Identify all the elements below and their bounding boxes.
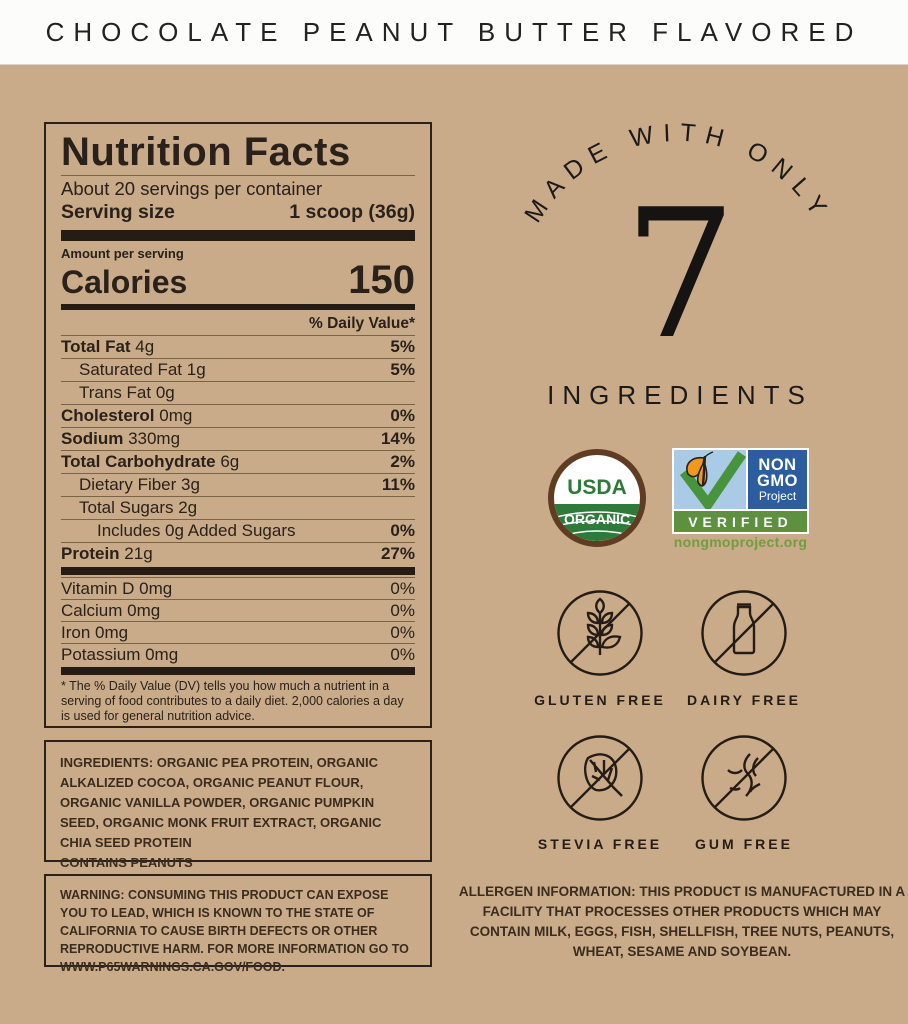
made-with-only-arc: MADE WITH ONLY xyxy=(519,119,828,228)
nutrient-row: Dietary Fiber 3g 11% xyxy=(61,473,415,496)
nutrient-row: Iron 0mg 0% xyxy=(61,621,415,642)
gum-free-label: GUM FREE xyxy=(695,836,793,852)
nutrient-row: Sodium 330mg 14% xyxy=(61,427,415,448)
non-gmo-butterfly-panel xyxy=(674,450,747,513)
flavor-title: CHOCOLATE PEANUT BUTTER FLAVORED xyxy=(45,16,863,47)
milk-bottle-icon xyxy=(701,590,787,676)
servings-per-container: About 20 servings per container xyxy=(61,178,323,199)
non-gmo-line1: NON xyxy=(758,455,797,474)
micronutrient-rows: Vitamin D 0mg 0% Calcium 0mg 0% Iron 0mg 0% Po… xyxy=(61,577,415,665)
nutrition-facts-panel: Nutrition Facts About 20 servings per co… xyxy=(44,122,432,728)
non-gmo-verified-bar: VERIFIED xyxy=(674,511,807,532)
non-gmo-badge: NON GMO Project VERIFIED xyxy=(672,448,809,534)
ingredients-text: INGREDIENTS: ORGANIC PEA PROTEIN, ORGANI… xyxy=(60,755,382,850)
serving-size-value: 1 scoop (36g) xyxy=(289,201,415,223)
warning-box: WARNING: CONSUMING THIS PRODUCT CAN EXPO… xyxy=(44,874,432,974)
serving-size-label: Serving size xyxy=(61,201,175,223)
nutrient-row: Calcium 0mg 0% xyxy=(61,599,415,620)
gum-strands-icon xyxy=(701,735,787,821)
non-gmo-url: nongmoproject.org xyxy=(673,534,808,550)
daily-value-footnote: * The % Daily Value (DV) tells you how m… xyxy=(61,679,404,723)
divider xyxy=(61,175,415,176)
organic-text: ORGANIC xyxy=(564,511,630,527)
nutrient-row: Cholesterol 0mg 0% xyxy=(61,404,415,425)
allergen-information: ALLERGEN INFORMATION: THIS PRODUCT IS MA… xyxy=(458,884,906,959)
amount-per-serving-label: Amount per serving xyxy=(61,246,184,261)
nutrient-row: Includes 0g Added Sugars 0% xyxy=(61,519,415,542)
nutrient-row: Vitamin D 0mg 0% xyxy=(61,577,415,598)
ingredient-count-number: 7 xyxy=(623,171,737,378)
thick-divider xyxy=(61,230,415,241)
thick-divider xyxy=(61,667,415,675)
daily-value-header: % Daily Value* xyxy=(309,315,415,332)
calories-label: Calories xyxy=(61,264,188,300)
thick-divider xyxy=(61,567,415,575)
non-gmo-line2: GMO xyxy=(757,471,798,490)
calories-row: Calories 150 xyxy=(61,258,415,302)
usda-organic-seal: USDA ORGANIC xyxy=(548,449,646,547)
non-gmo-line3: Project xyxy=(758,488,797,503)
nutrient-row: Potassium 0mg 0% xyxy=(61,643,415,664)
dairy-free-label: DAIRY FREE xyxy=(686,692,801,708)
flavor-banner: CHOCOLATE PEANUT BUTTER FLAVORED xyxy=(0,0,908,65)
ingredients-word: INGREDIENTS xyxy=(547,380,813,410)
nutrient-row: Saturated Fat 1g 5% xyxy=(61,358,415,381)
nutrient-row: Total Carbohydrate 6g 2% xyxy=(61,450,415,471)
butterfly-checkmark-icon xyxy=(680,451,747,513)
stevia-leaf-icon xyxy=(557,735,643,821)
ingredients-box: INGREDIENTS: ORGANIC PEA PROTEIN, ORGANI… xyxy=(44,740,432,870)
nutrient-rows: Total Fat 4g 5% Saturated Fat 1g 5% Trans Fa… xyxy=(61,335,415,565)
nutrient-row: Trans Fat 0g xyxy=(61,381,415,404)
usda-text: USDA xyxy=(567,476,627,499)
nutrition-facts-title: Nutrition Facts xyxy=(61,130,351,174)
nutrient-row: Protein 21g 27% xyxy=(61,542,415,563)
contains-text: CONTAINS PEANUTS xyxy=(60,855,193,870)
gluten-free-label: GLUTEN FREE xyxy=(534,692,666,708)
nutrient-row: Total Fat 4g 5% xyxy=(61,335,415,356)
medium-divider xyxy=(61,304,415,310)
wheat-icon xyxy=(557,590,643,676)
nutrient-row: Total Sugars 2g xyxy=(61,496,415,519)
non-gmo-text-panel: NON GMO Project xyxy=(748,450,807,509)
stevia-free-label: STEVIA FREE xyxy=(537,836,663,852)
serving-size-row: Serving size 1 scoop (36g) xyxy=(61,200,415,224)
warning-text: WARNING: CONSUMING THIS PRODUCT CAN EXPO… xyxy=(60,888,409,974)
calories-value: 150 xyxy=(348,258,415,302)
